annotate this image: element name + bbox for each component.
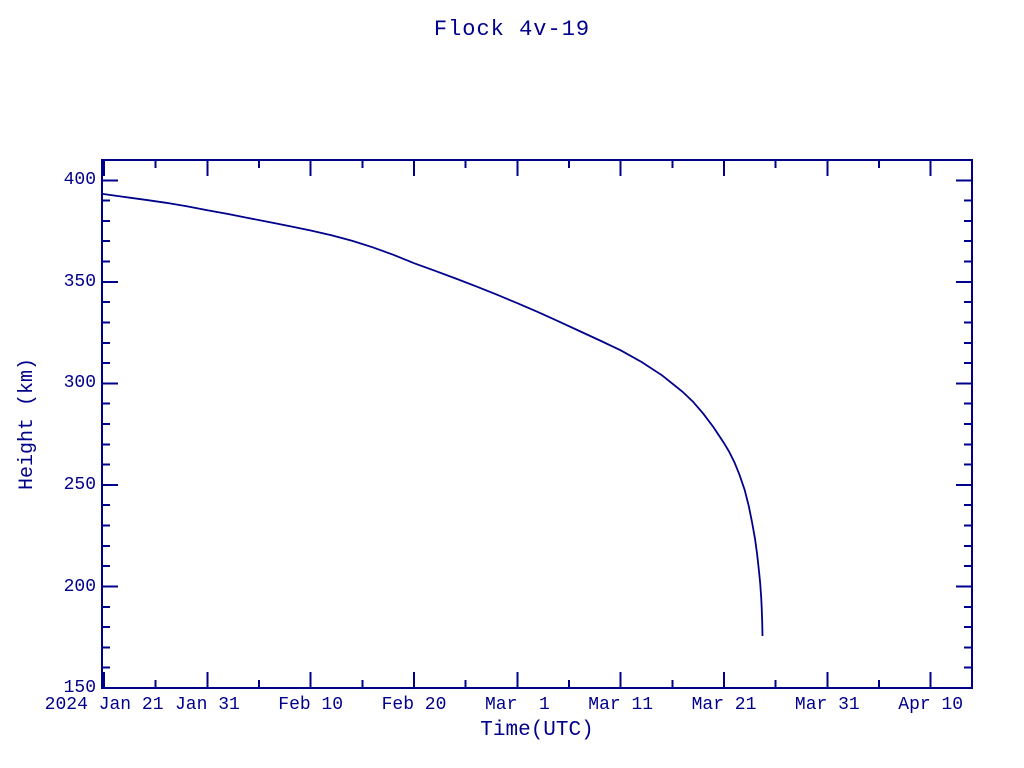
x-tick-label: 2024 Jan 21 [44, 695, 164, 715]
x-tick-label: Mar 1 [484, 695, 550, 715]
y-tick-label: 200 [63, 576, 96, 597]
x-tick-label: Apr 10 [898, 695, 964, 715]
x-tick-label: Feb 10 [278, 695, 344, 715]
x-tick-label: Feb 20 [381, 695, 447, 715]
x-tick-label: Jan 31 [174, 695, 240, 715]
y-tick-label: 250 [63, 474, 96, 495]
decay-curve [101, 193, 764, 637]
chart-title: Flock 4v-19 [433, 17, 591, 42]
plot-frame [101, 159, 973, 689]
y-tick-label: 300 [63, 373, 96, 394]
y-tick-label: 400 [63, 170, 96, 191]
x-axis-label: Time(UTC) [480, 719, 594, 742]
x-tick-label: Mar 11 [588, 695, 654, 715]
x-tick-label: Mar 21 [691, 695, 757, 715]
y-tick-label: 150 [63, 678, 96, 698]
x-tick-label: Mar 31 [794, 695, 860, 715]
y-tick-label: 350 [63, 271, 96, 292]
